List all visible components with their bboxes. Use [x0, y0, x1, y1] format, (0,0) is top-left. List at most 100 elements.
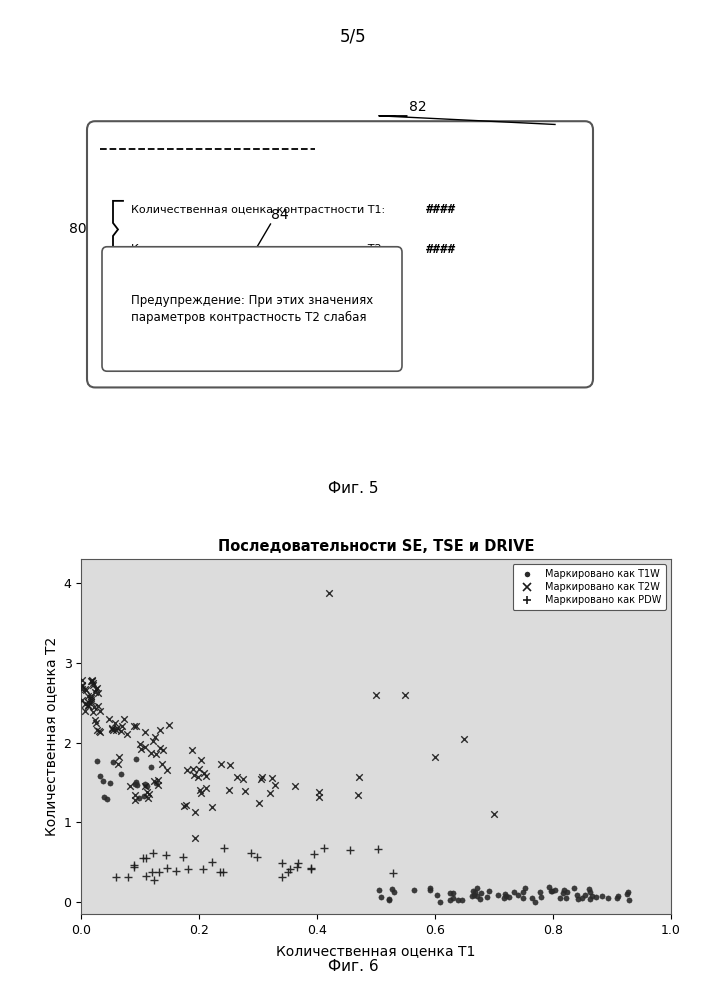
Point	[140, 868, 152, 884]
Point	[155, 722, 166, 738]
Point	[182, 861, 193, 877]
Point	[87, 672, 98, 688]
Point	[90, 712, 101, 728]
Point	[130, 751, 141, 767]
Point	[580, 887, 591, 903]
Point	[161, 847, 172, 863]
Point	[383, 891, 395, 907]
Point	[99, 789, 110, 805]
Point	[149, 729, 160, 745]
Point	[621, 886, 633, 902]
Point	[376, 889, 387, 905]
Point	[603, 890, 614, 906]
Point	[136, 741, 147, 757]
Point	[534, 884, 546, 900]
Point	[508, 884, 520, 900]
Point	[323, 585, 335, 601]
Point	[163, 717, 174, 733]
Point	[190, 830, 201, 846]
Point	[469, 887, 480, 903]
Point	[107, 722, 119, 738]
Point	[128, 857, 140, 873]
Point	[318, 840, 330, 856]
Point	[145, 744, 157, 760]
Text: Количественная оценка контрастности T1:: Количественная оценка контрастности T1:	[131, 205, 385, 215]
Point	[264, 784, 275, 800]
Point	[543, 879, 554, 895]
Point	[583, 881, 594, 897]
Point	[218, 840, 229, 856]
Point	[85, 692, 96, 708]
Point	[77, 671, 88, 687]
Point	[112, 720, 123, 736]
Point	[83, 697, 94, 713]
Point	[206, 854, 217, 870]
Point	[388, 865, 399, 881]
Point	[386, 881, 397, 897]
Point	[590, 888, 602, 904]
Point	[611, 890, 623, 906]
Point	[424, 880, 436, 896]
Point	[445, 892, 456, 908]
Point	[121, 725, 133, 741]
Point	[306, 861, 317, 877]
Point	[79, 695, 90, 711]
Point	[170, 863, 181, 879]
Point	[87, 675, 98, 691]
Point	[517, 884, 528, 900]
Point	[217, 864, 229, 880]
Point	[554, 889, 566, 905]
Point	[225, 757, 236, 773]
Point	[585, 884, 596, 900]
Point	[130, 792, 141, 808]
Point	[102, 791, 113, 807]
Point	[587, 888, 598, 904]
Point	[129, 786, 140, 802]
Point	[493, 887, 504, 903]
Point	[266, 770, 277, 786]
Point	[546, 883, 557, 899]
Point	[119, 711, 130, 727]
Point	[232, 769, 243, 785]
Point	[276, 869, 287, 885]
Point	[400, 687, 411, 703]
Point	[456, 892, 467, 908]
Point	[467, 888, 478, 904]
Point	[239, 783, 251, 799]
Point	[161, 762, 172, 778]
Point	[472, 888, 483, 904]
Point	[128, 859, 140, 875]
Text: ####: ####	[426, 203, 456, 216]
Point	[107, 721, 118, 737]
FancyBboxPatch shape	[102, 247, 402, 372]
Point	[92, 697, 104, 713]
Point	[305, 860, 316, 876]
Point	[92, 722, 103, 738]
Point	[546, 883, 558, 899]
Point	[561, 884, 573, 900]
Text: ####: ####	[426, 243, 456, 256]
Point	[91, 680, 102, 696]
Point	[215, 864, 226, 880]
Point	[435, 894, 446, 910]
Point	[181, 762, 193, 778]
Point	[198, 764, 210, 780]
Point	[517, 890, 529, 906]
Point	[245, 844, 256, 860]
Point	[92, 684, 104, 700]
Point	[133, 790, 145, 806]
Point	[500, 886, 511, 902]
Point	[408, 881, 419, 897]
Point	[585, 891, 596, 907]
Point	[481, 889, 493, 905]
Point	[91, 681, 102, 697]
Point	[137, 849, 148, 865]
Point	[569, 880, 580, 896]
Point	[530, 893, 541, 909]
Point	[113, 749, 124, 765]
Point	[94, 768, 105, 784]
Point	[354, 769, 365, 785]
Point	[558, 882, 570, 898]
Point	[370, 687, 381, 703]
Point	[107, 754, 118, 770]
